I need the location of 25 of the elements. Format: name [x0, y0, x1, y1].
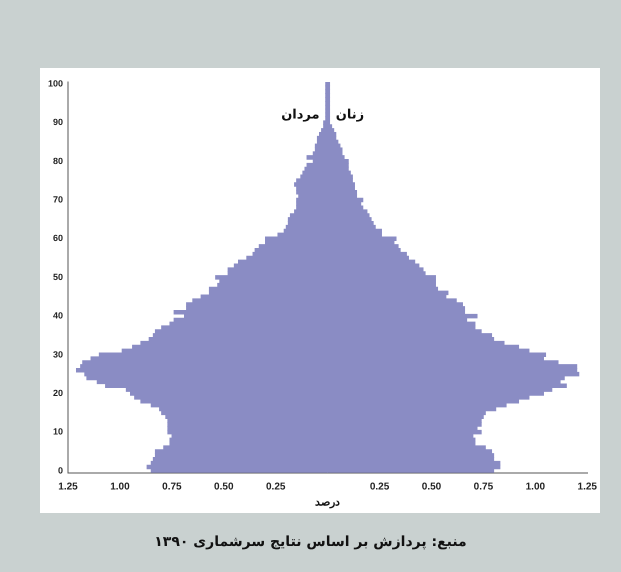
x-tick-label: 1.00	[526, 482, 546, 493]
y-tick-label: 30	[53, 349, 64, 360]
y-tick-label: 40	[53, 310, 64, 321]
x-tick-label: 0.75	[162, 482, 182, 493]
y-tick-label: 50	[53, 272, 64, 282]
x-tick-label: 0.25	[266, 482, 286, 493]
y-tick-label: 10	[53, 426, 64, 437]
text: منبع: پردازش بر اساس نتایج سرشماری ۱۳۹۰	[153, 534, 468, 550]
y-tick-label: 60	[53, 233, 64, 244]
x-tick-label: 0.25	[370, 482, 390, 493]
x-axis-title: درصد	[315, 496, 340, 508]
x-tick-label: 1.25	[58, 482, 78, 493]
x-tick-label: 1.00	[110, 482, 130, 493]
x-tick-label: 1.25	[578, 482, 598, 493]
y-tick-label: 20	[53, 388, 64, 398]
y-tick-label: 70	[53, 194, 64, 204]
series-label: زنان	[336, 107, 364, 122]
x-tick-label: 0.50	[422, 482, 442, 493]
y-tick-label: 80	[53, 156, 64, 166]
y-tick-label: 100	[48, 78, 64, 88]
series-label: مردان	[281, 107, 320, 122]
y-tick-label: 90	[53, 117, 64, 128]
x-tick-label: 0.50	[214, 482, 234, 493]
x-tick-label: 0.75	[474, 482, 494, 493]
y-tick-label: 0	[58, 465, 64, 476]
